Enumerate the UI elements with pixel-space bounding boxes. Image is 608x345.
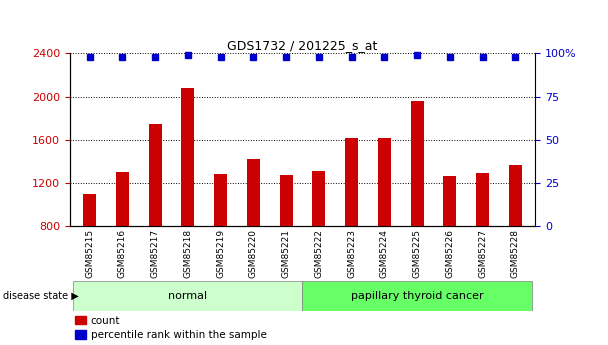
Bar: [247, 159, 260, 226]
Bar: [214, 174, 227, 226]
Title: GDS1732 / 201225_s_at: GDS1732 / 201225_s_at: [227, 39, 378, 52]
Bar: [280, 175, 292, 226]
Text: GSM85215: GSM85215: [85, 229, 94, 278]
Bar: [313, 171, 325, 226]
Bar: [443, 176, 457, 226]
Text: GSM85217: GSM85217: [151, 229, 159, 278]
Text: GSM85216: GSM85216: [118, 229, 127, 278]
Text: GSM85225: GSM85225: [413, 229, 421, 278]
Text: GSM85227: GSM85227: [478, 229, 487, 278]
Bar: [73, 281, 302, 310]
Text: disease state ▶: disease state ▶: [3, 291, 79, 301]
Bar: [378, 138, 391, 226]
Text: GSM85221: GSM85221: [282, 229, 291, 278]
Text: GSM85224: GSM85224: [380, 229, 389, 278]
Bar: [83, 194, 96, 226]
Bar: [181, 88, 195, 226]
Bar: [410, 101, 424, 226]
Text: GSM85222: GSM85222: [314, 229, 323, 278]
Text: GSM85226: GSM85226: [446, 229, 454, 278]
Bar: [148, 124, 162, 226]
Text: GSM85223: GSM85223: [347, 229, 356, 278]
Text: normal: normal: [168, 291, 207, 301]
Bar: [302, 281, 532, 310]
Text: papillary thyroid cancer: papillary thyroid cancer: [351, 291, 483, 301]
Text: GSM85228: GSM85228: [511, 229, 520, 278]
Legend: count, percentile rank within the sample: count, percentile rank within the sample: [75, 316, 267, 340]
Bar: [345, 138, 358, 226]
Bar: [476, 172, 489, 226]
Bar: [116, 172, 129, 226]
Text: GSM85219: GSM85219: [216, 229, 225, 278]
Bar: [509, 165, 522, 226]
Text: GSM85218: GSM85218: [184, 229, 192, 278]
Text: GSM85220: GSM85220: [249, 229, 258, 278]
